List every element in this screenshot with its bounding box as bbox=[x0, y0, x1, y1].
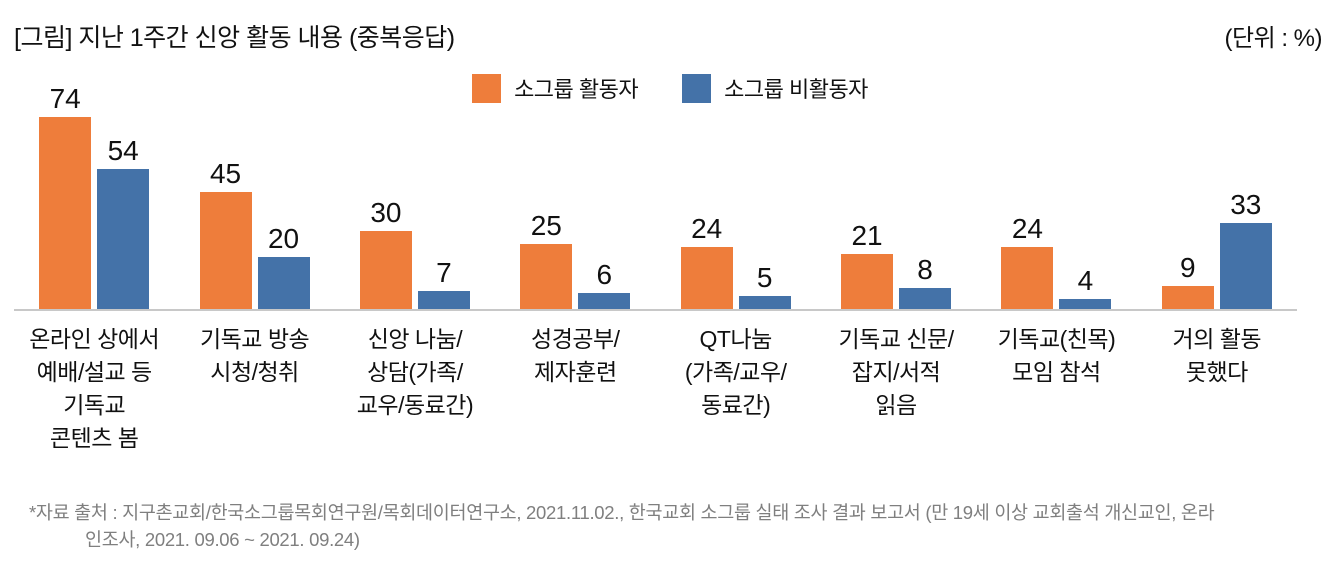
bar-active-member bbox=[520, 244, 573, 309]
bar-value-label: 24 bbox=[691, 213, 723, 244]
source-note-line1: *자료 출처 : 지구촌교회/한국소그룹목회연구원/목회데이터연구소, 2021… bbox=[29, 502, 1215, 523]
bar-value-label: 5 bbox=[756, 262, 773, 293]
bar-value-label: 24 bbox=[1011, 213, 1044, 244]
bar-with-label: 4 bbox=[1059, 265, 1112, 309]
category-label: 온라인 상에서 예배/설교 등 기독교 콘텐츠 봄 bbox=[29, 326, 160, 451]
bar-chart: 74 54 45 20 30 7 25 6 24 5 21 8 24 4 9 33 온라인 상에서 예배/설교 … bbox=[14, 83, 1297, 455]
page-title: [그림] 지난 1주간 신앙 활동 내용 (중복응답) bbox=[14, 24, 455, 52]
bar-value-label: 74 bbox=[49, 83, 81, 114]
bar-value-label: 4 bbox=[1077, 265, 1094, 296]
bar-value-label: 8 bbox=[917, 254, 933, 285]
bar-active-member bbox=[359, 231, 412, 309]
source-note-line2: 인조사, 2021. 09.06 ~ 2021. 09.24) bbox=[85, 529, 360, 550]
bar-group: 9 33 bbox=[1137, 189, 1297, 309]
category-labels: 온라인 상에서 예배/설교 등 기독교 콘텐츠 봄 기독교 방송 시청/청취 신앙 나눔/상… bbox=[14, 311, 1297, 455]
header: [그림] 지난 1주간 신앙 활동 내용 (중복응답) (단위 : %) bbox=[0, 0, 1340, 54]
unit-label: (단위 : %) bbox=[1224, 25, 1323, 52]
bar-with-label: 5 bbox=[738, 262, 791, 309]
bar-group: 74 54 bbox=[14, 83, 174, 309]
bar-with-label: 25 bbox=[520, 210, 573, 309]
bar-value-label: 21 bbox=[851, 220, 883, 251]
bar-inactive-member bbox=[738, 296, 791, 309]
legend-item-active: 소그룹 활동자 bbox=[472, 72, 639, 104]
bar-value-label: 6 bbox=[596, 259, 613, 290]
bar-active-member bbox=[841, 254, 894, 309]
source-note: *자료 출처 : 지구촌교회/한국소그룹목회연구원/목회데이터연구소, 2021… bbox=[29, 499, 1215, 553]
bar-group: 21 8 bbox=[816, 220, 976, 309]
bar-active-member bbox=[1161, 286, 1214, 309]
legend-swatch-inactive bbox=[682, 73, 712, 103]
bar-inactive-member bbox=[417, 291, 470, 309]
bar-group: 24 4 bbox=[976, 213, 1136, 309]
bar-with-label: 7 bbox=[417, 257, 470, 309]
bar-group: 25 6 bbox=[495, 210, 655, 309]
bar-with-label: 54 bbox=[97, 135, 150, 309]
category-label: 성경공부/제자훈련 bbox=[531, 326, 620, 385]
bar-value-label: 7 bbox=[436, 257, 452, 288]
bar-inactive-member bbox=[257, 257, 310, 309]
bar-groups: 74 54 45 20 30 7 25 6 24 5 21 8 24 4 9 33 bbox=[14, 83, 1297, 311]
bar-inactive-member bbox=[899, 288, 952, 309]
category-label: 신앙 나눔/상담(가족/교우/동료간) bbox=[356, 326, 474, 418]
bar-inactive-member bbox=[97, 169, 150, 309]
bar-active-member bbox=[1001, 247, 1054, 309]
bar-inactive-member bbox=[1059, 299, 1112, 309]
bar-with-label: 20 bbox=[257, 223, 310, 309]
category-label: 기독교 신문/잡지/서적 읽음 bbox=[838, 326, 955, 418]
legend-swatch-active bbox=[472, 73, 502, 103]
bar-value-label: 9 bbox=[1180, 252, 1196, 283]
category-label: QT나눔 (가족/교우/동료간) bbox=[684, 326, 787, 418]
bar-with-label: 21 bbox=[841, 220, 894, 309]
legend-label-active: 소그룹 활동자 bbox=[514, 77, 639, 102]
bar-with-label: 33 bbox=[1219, 189, 1272, 309]
bar-active-member bbox=[680, 247, 733, 309]
bar-with-label: 30 bbox=[359, 197, 412, 309]
bar-with-label: 45 bbox=[199, 158, 252, 309]
bar-active-member bbox=[199, 192, 252, 309]
bar-value-label: 30 bbox=[370, 197, 402, 228]
bar-group: 24 5 bbox=[656, 213, 816, 309]
bar-group: 45 20 bbox=[174, 158, 334, 309]
bar-inactive-member bbox=[578, 293, 631, 309]
bar-with-label: 8 bbox=[899, 254, 952, 309]
bar-with-label: 74 bbox=[39, 83, 92, 309]
legend: 소그룹 활동자 소그룹 비활동자 bbox=[0, 72, 1340, 104]
bar-value-label: 54 bbox=[107, 135, 139, 166]
bar-value-label: 45 bbox=[209, 158, 242, 189]
legend-label-inactive: 소그룹 비활동자 bbox=[724, 77, 868, 102]
bar-active-member bbox=[39, 117, 92, 309]
bar-with-label: 24 bbox=[1001, 213, 1054, 309]
bar-with-label: 24 bbox=[680, 213, 733, 309]
legend-item-inactive: 소그룹 비활동자 bbox=[682, 72, 868, 104]
category-label: 기독교 방송 시청/청취 bbox=[199, 326, 310, 385]
bar-value-label: 25 bbox=[530, 210, 562, 241]
bar-value-label: 33 bbox=[1230, 189, 1262, 220]
bar-value-label: 20 bbox=[267, 223, 300, 254]
category-label: 거의 활동 못했다 bbox=[1172, 326, 1262, 385]
category-label: 기독교(친목) 모임 참석 bbox=[997, 326, 1116, 385]
bar-group: 30 7 bbox=[335, 197, 495, 309]
bar-with-label: 6 bbox=[578, 259, 631, 309]
bar-inactive-member bbox=[1219, 223, 1272, 309]
bar-with-label: 9 bbox=[1161, 252, 1214, 309]
